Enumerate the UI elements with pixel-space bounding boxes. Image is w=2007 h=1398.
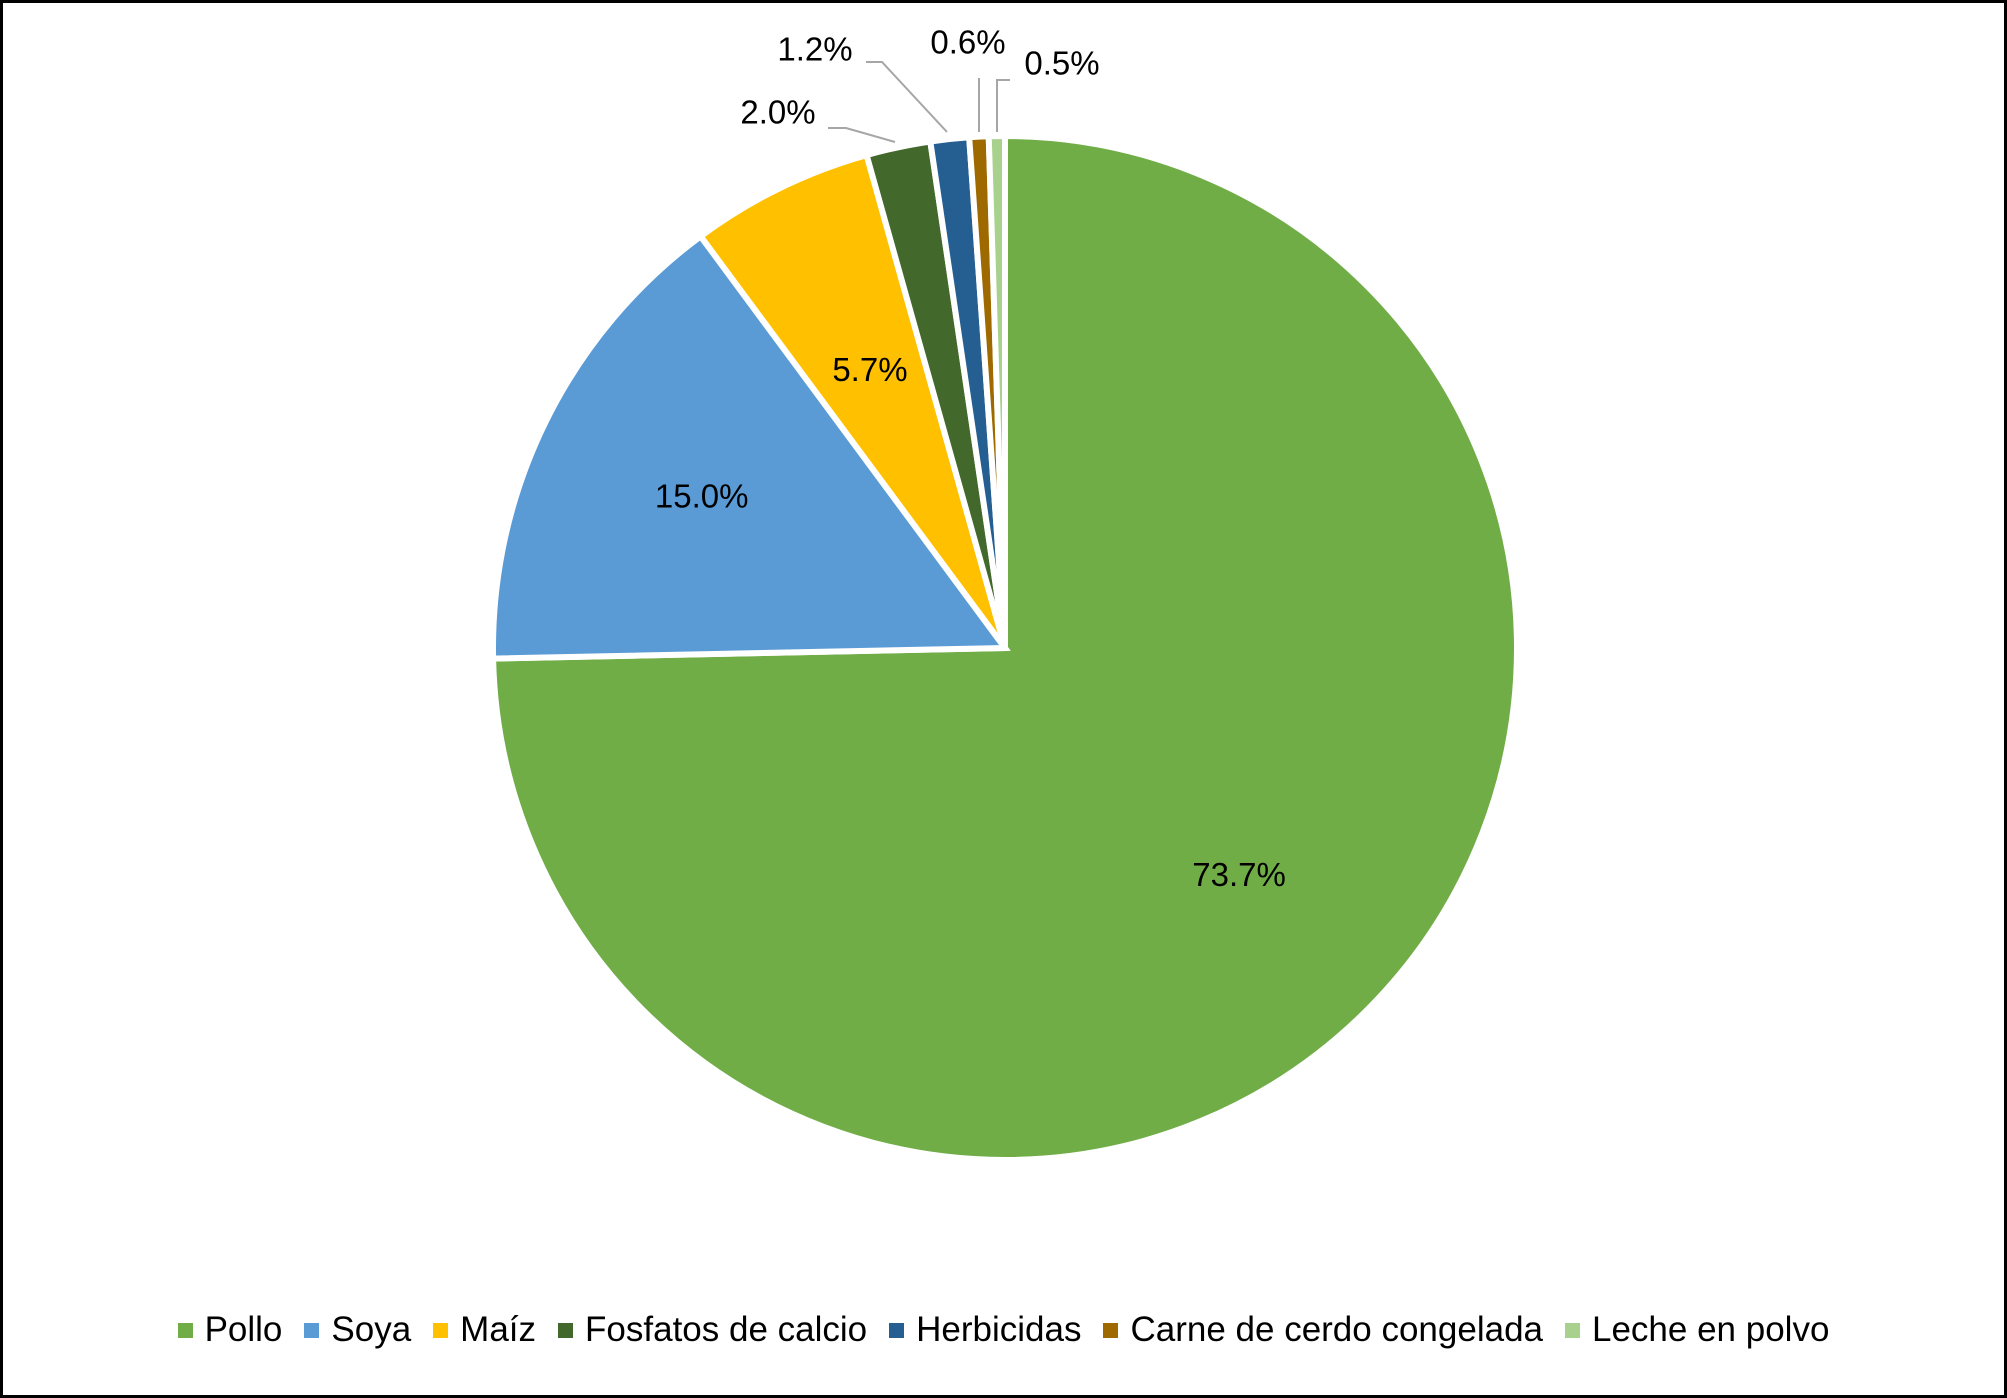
data-label-leche-en-polvo: 0.5%	[1024, 45, 1099, 82]
legend: Pollo Soya Maíz Fosfatos de calcio Herbicida…	[0, 1305, 2007, 1355]
legend-item-fosfatos-de-calcio: Fosfatos de calcio	[558, 1310, 867, 1350]
legend-swatch	[1103, 1322, 1119, 1338]
legend-label: Carne de cerdo congelada	[1130, 1310, 1543, 1349]
legend-item-herbicidas: Herbicidas	[889, 1310, 1081, 1350]
legend-item-leche-en-polvo: Leche en polvo	[1565, 1310, 1829, 1350]
data-label-soya: 15.0%	[655, 478, 749, 515]
data-label-pollo: 73.7%	[1192, 856, 1286, 893]
legend-swatch	[304, 1322, 320, 1338]
legend-item-carne-de-cerdo-congelada: Carne de cerdo congelada	[1103, 1310, 1543, 1350]
legend-swatch	[433, 1322, 449, 1338]
pie-slices	[490, 132, 1520, 1163]
legend-swatch	[1565, 1322, 1580, 1338]
legend-label: Leche en polvo	[1592, 1310, 1830, 1349]
data-label-fosfatos-de-calcio: 2.0%	[740, 94, 815, 131]
legend-swatch	[177, 1322, 193, 1338]
legend-label: Fosfatos de calcio	[585, 1310, 868, 1349]
pie-slice-leche-en-polvo	[985, 132, 1008, 649]
pie-slice-soya	[490, 232, 1011, 662]
legend-item-pollo: Pollo	[177, 1310, 283, 1350]
leader-line-herbicidas	[866, 61, 948, 133]
legend-label: Maíz	[460, 1310, 537, 1349]
leader-lines	[828, 61, 1010, 143]
legend-label: Herbicidas	[916, 1310, 1082, 1349]
data-label-herbicidas: 1.2%	[777, 31, 852, 68]
legend-item-maiz: Maíz	[433, 1310, 536, 1350]
data-label-carne-de-cerdo-congelada: 0.6%	[930, 24, 1005, 61]
leader-line-fosfatos-de-calcio	[828, 127, 896, 143]
legend-swatch	[889, 1322, 905, 1338]
pie-slice-maiz	[696, 151, 1008, 650]
data-label-maiz: 5.7%	[832, 351, 907, 388]
legend-label: Soya	[331, 1310, 412, 1349]
data-labels: 73.7% 15.0% 5.7% 2.0% 1.2% 0.6% 0.5%	[655, 24, 1286, 893]
leader-line-leche-en-polvo	[996, 79, 1010, 132]
legend-item-soya: Soya	[304, 1310, 411, 1350]
legend-swatch	[558, 1322, 574, 1338]
legend-label: Pollo	[204, 1310, 283, 1349]
